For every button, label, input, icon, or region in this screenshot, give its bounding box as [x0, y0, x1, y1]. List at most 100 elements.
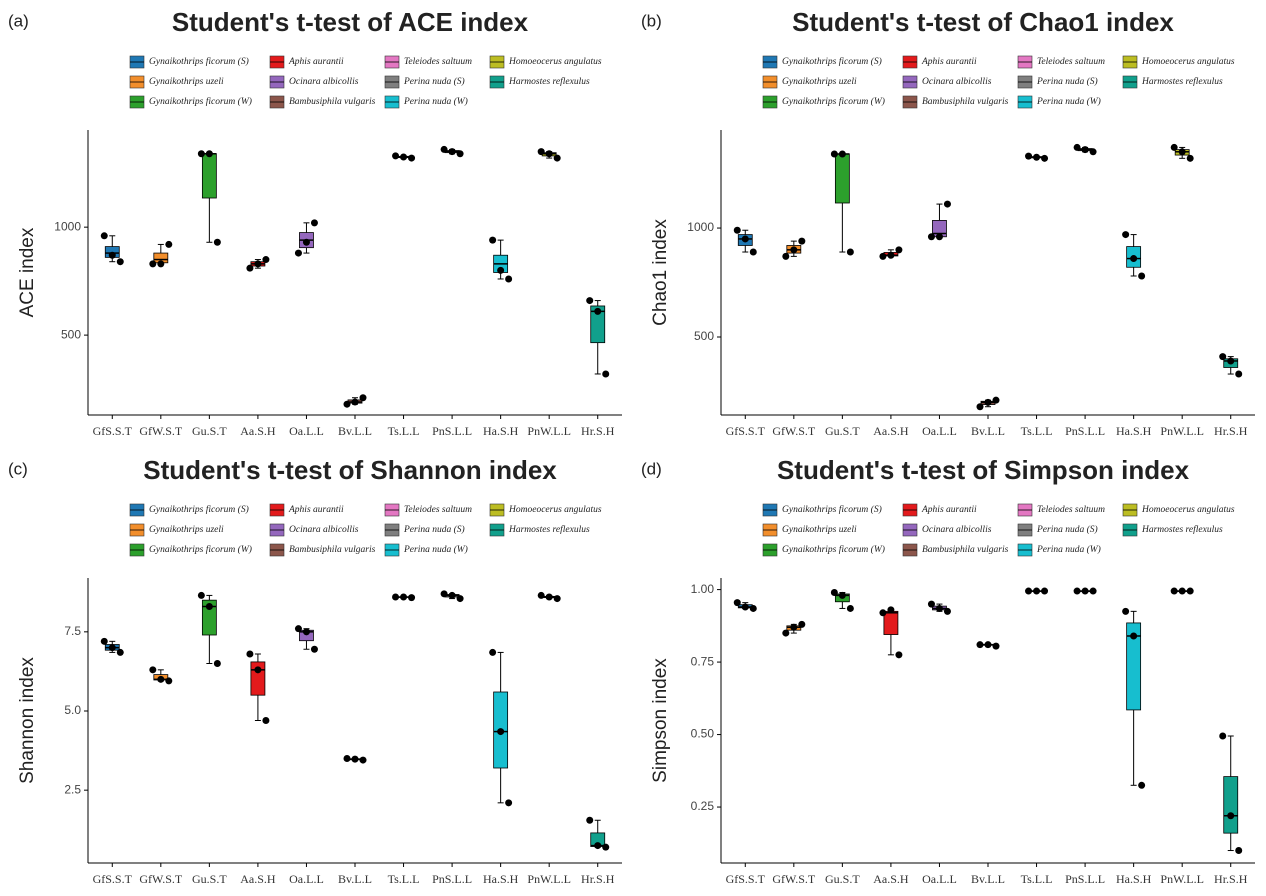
- legend-label: Aphis aurantii: [921, 505, 977, 515]
- x-tick-label: PnS.L.L: [1065, 424, 1105, 438]
- point: [602, 843, 610, 851]
- point: [456, 150, 464, 158]
- point: [456, 595, 464, 603]
- point: [1073, 143, 1081, 151]
- point: [838, 591, 846, 599]
- legend-label: Perina nuda (W): [403, 96, 468, 107]
- point: [116, 258, 124, 266]
- point: [846, 604, 854, 612]
- x-tick-label: GfS.S.T: [93, 872, 133, 886]
- box: [201, 153, 217, 199]
- point: [887, 251, 895, 259]
- point: [594, 307, 602, 315]
- x-tick-label: PnS.L.L: [1065, 872, 1105, 886]
- panel: (d) Student's t-test of Simpson index Gyna…: [641, 455, 1255, 886]
- point: [798, 620, 806, 628]
- y-tick-label: 7.5: [64, 624, 81, 638]
- point: [741, 235, 749, 243]
- point: [310, 219, 318, 227]
- x-tick-label: Ha.S.H: [483, 424, 519, 438]
- point: [602, 370, 610, 378]
- point: [400, 593, 408, 601]
- point: [935, 233, 943, 241]
- point: [448, 591, 456, 599]
- point: [782, 629, 790, 637]
- point: [976, 403, 984, 411]
- x-tick-label: Hr.S.H: [1214, 872, 1248, 886]
- point: [1227, 812, 1235, 820]
- box: [883, 610, 899, 635]
- point: [935, 604, 943, 612]
- x-tick-label: PnW.L.L: [1160, 872, 1204, 886]
- x-tick-label: GfS.S.T: [726, 424, 766, 438]
- point: [1130, 632, 1138, 640]
- legend-label: Gynaikothrips ficorum (W): [149, 96, 252, 107]
- point: [400, 153, 408, 161]
- point: [992, 396, 1000, 404]
- point: [1041, 587, 1049, 595]
- point: [149, 666, 157, 674]
- point: [1219, 732, 1227, 740]
- point: [1033, 153, 1041, 161]
- point: [1178, 587, 1186, 595]
- point: [749, 604, 757, 612]
- point: [205, 603, 213, 610]
- x-tick-label: Oa.L.L: [922, 424, 957, 438]
- point: [149, 260, 157, 268]
- point: [392, 152, 400, 160]
- panel: (b) Student's t-test of Chao1 index Gynaik…: [641, 7, 1255, 438]
- x-tick-label: Aa.S.H: [240, 872, 276, 886]
- legend-label: Gynaikothrips ficorum (W): [149, 544, 252, 555]
- legend-label: Ocinara albicollis: [289, 77, 359, 87]
- point: [108, 644, 116, 652]
- x-tick-label: Ts.L.L: [388, 424, 420, 438]
- legend-label: Gynaikothrips ficorum (W): [782, 96, 885, 107]
- point: [310, 645, 318, 653]
- chart-title: Student's t-test of Simpson index: [777, 455, 1190, 485]
- legend-label: Harmostes reflexulus: [1141, 524, 1223, 535]
- point: [497, 266, 505, 274]
- x-tick-label: Hr.S.H: [581, 424, 615, 438]
- legend-label: Ocinara albicollis: [922, 77, 992, 87]
- point: [294, 249, 302, 257]
- point: [1170, 143, 1178, 151]
- x-tick-label: PnS.L.L: [432, 424, 472, 438]
- box: [590, 305, 606, 344]
- point: [1219, 353, 1227, 361]
- point: [246, 264, 254, 272]
- point: [846, 248, 854, 256]
- point: [927, 600, 935, 608]
- point: [895, 651, 903, 659]
- legend-label: Perina nuda (S): [1036, 524, 1098, 535]
- point: [246, 650, 254, 658]
- point: [733, 599, 741, 607]
- point: [553, 154, 561, 162]
- box: [1126, 622, 1142, 711]
- legend-label: Aphis aurantii: [921, 57, 977, 67]
- point: [749, 248, 757, 256]
- legend-label: Ocinara albicollis: [922, 525, 992, 535]
- x-tick-label: Ha.S.H: [483, 872, 519, 886]
- x-tick-label: Ts.L.L: [1021, 872, 1053, 886]
- x-tick-label: Bv.L.L: [971, 872, 1005, 886]
- y-axis-label: ACE index: [17, 227, 38, 317]
- x-tick-label: Gu.S.T: [825, 872, 860, 886]
- chart-title: Student's t-test of ACE index: [172, 7, 529, 37]
- box: [1223, 776, 1239, 834]
- point: [887, 606, 895, 614]
- point: [545, 150, 553, 158]
- y-tick-label: 5.0: [64, 703, 81, 717]
- point: [1227, 357, 1235, 365]
- y-tick-label: 0.50: [691, 727, 715, 741]
- x-tick-label: Aa.S.H: [873, 872, 909, 886]
- point: [302, 238, 310, 246]
- legend-label: Gynaikothrips uzeli: [149, 525, 224, 535]
- point: [205, 150, 213, 158]
- point: [1138, 272, 1146, 280]
- point: [733, 226, 741, 234]
- x-tick-label: GfW.S.T: [139, 424, 183, 438]
- legend-label: Teleiodes saltuum: [1037, 57, 1105, 67]
- y-tick-label: 1000: [687, 220, 714, 234]
